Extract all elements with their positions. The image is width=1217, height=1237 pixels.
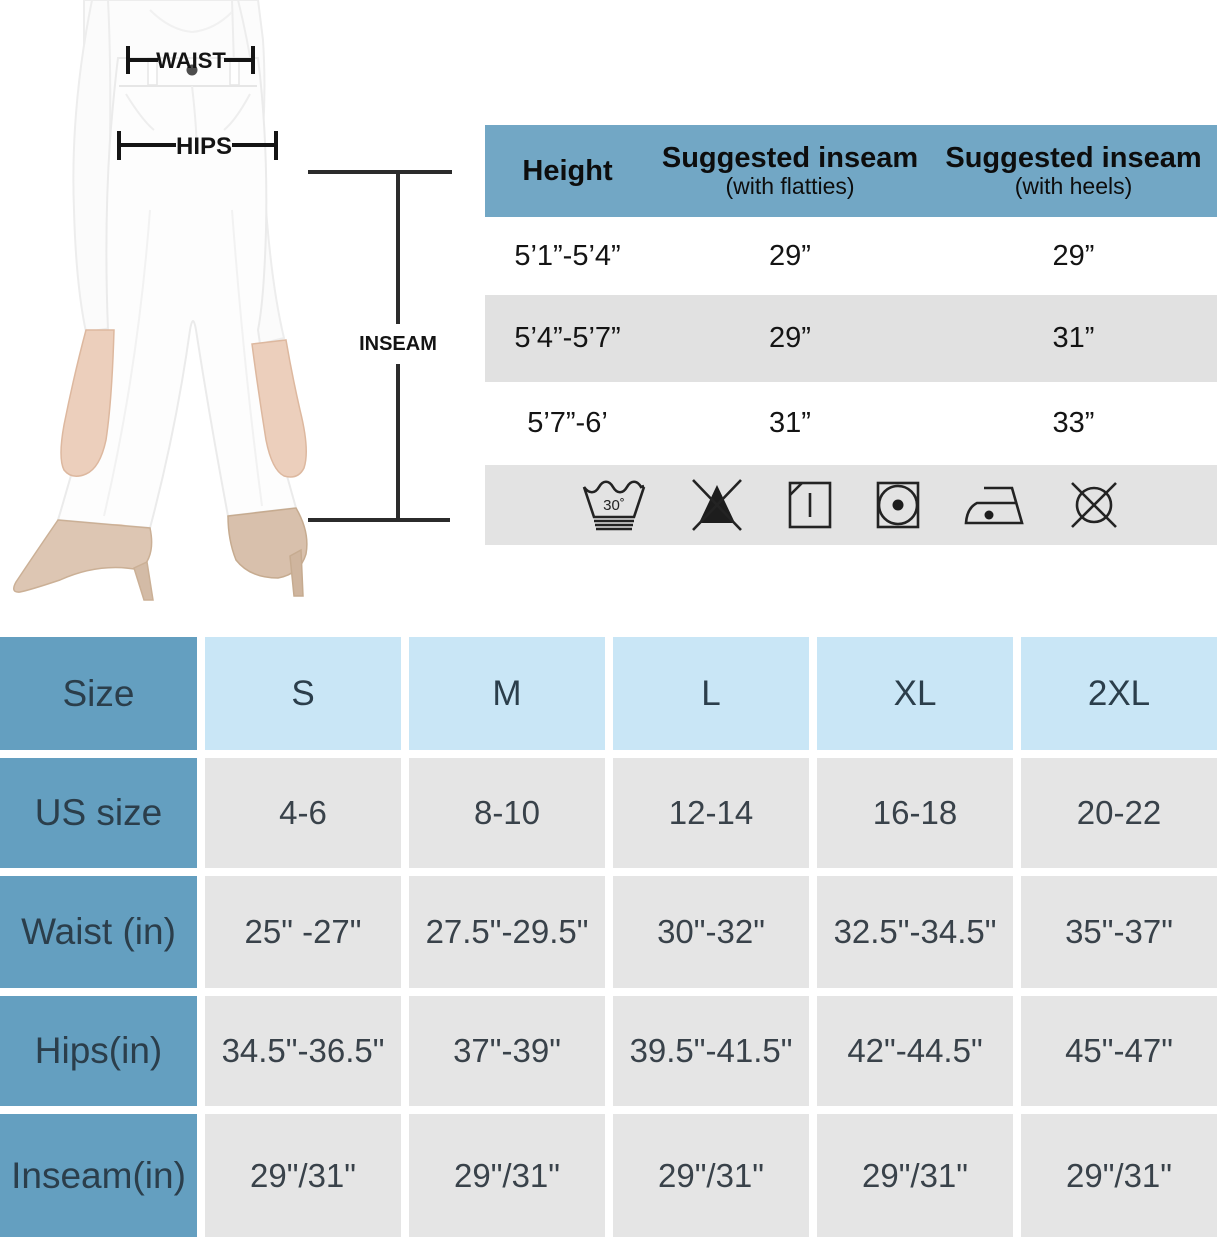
inseam-value: 29"/31" bbox=[409, 1114, 605, 1237]
header-inseam-heels: Suggested inseam (with heels) bbox=[930, 143, 1217, 199]
hips-label: HIPS bbox=[176, 133, 232, 160]
row-header-us-size: US size bbox=[0, 758, 197, 868]
hips-value: 42"-44.5" bbox=[817, 996, 1013, 1106]
care-symbols-row: 30˚ bbox=[485, 465, 1217, 545]
inseam-flatties-value: 29” bbox=[769, 322, 811, 354]
us-size-value: 16-18 bbox=[817, 758, 1013, 868]
model-photo: WAIST HIPS INSEAM bbox=[13, 0, 452, 601]
inseam-value: 29"/31" bbox=[1021, 1114, 1217, 1237]
height-inseam-table-header: Height Suggested inseam (with flatties) … bbox=[485, 125, 1217, 217]
hips-value: 39.5"-41.5" bbox=[613, 996, 809, 1106]
size-chart-table: Size S M L XL 2XL US size 4-6 8-10 12-14… bbox=[0, 637, 1217, 1237]
waist-value: 27.5"-29.5" bbox=[409, 876, 605, 988]
hands-illustration bbox=[60, 329, 307, 478]
waist-value: 32.5"-34.5" bbox=[817, 876, 1013, 988]
header-inseam-flatties: Suggested inseam (with flatties) bbox=[650, 143, 930, 199]
drip-dry-in-shade-icon bbox=[788, 481, 832, 529]
height-range: 5’1”-5’4” bbox=[514, 239, 621, 272]
header-heels-title: Suggested inseam bbox=[945, 142, 1202, 174]
table-row: 5’7”-6’ 31” 33” bbox=[485, 382, 1217, 465]
size-column-header-2xl: 2XL bbox=[1021, 637, 1217, 750]
pants-illustration bbox=[56, 57, 298, 530]
us-size-value: 20-22 bbox=[1021, 758, 1217, 868]
hips-value: 34.5"-36.5" bbox=[205, 996, 401, 1106]
pants-button bbox=[186, 64, 198, 76]
inseam-heels-value: 31” bbox=[1052, 322, 1095, 354]
inseam-value: 29"/31" bbox=[817, 1114, 1013, 1237]
tumble-dry-icon bbox=[876, 481, 920, 529]
iron-low-heat-icon bbox=[964, 486, 1024, 525]
waist-measure-annotation bbox=[126, 46, 255, 74]
inseam-label: INSEAM bbox=[359, 333, 437, 355]
hips-value: 45"-47" bbox=[1021, 996, 1217, 1106]
height-range: 5’7”-6’ bbox=[527, 407, 608, 439]
us-size-value: 12-14 bbox=[613, 758, 809, 868]
size-column-header-m: M bbox=[409, 637, 605, 750]
waist-value: 30"-32" bbox=[613, 876, 809, 988]
header-height: Height bbox=[485, 154, 650, 187]
do-not-dry-clean-icon bbox=[1071, 482, 1117, 528]
size-column-header-xl: XL bbox=[817, 637, 1013, 750]
inseam-flatties-value: 29” bbox=[769, 239, 811, 272]
waist-value: 35"-37" bbox=[1021, 876, 1217, 988]
row-header-hips: Hips(in) bbox=[0, 996, 197, 1106]
row-header-inseam: Inseam(in) bbox=[0, 1114, 197, 1237]
inseam-value: 29"/31" bbox=[613, 1114, 809, 1237]
inseam-measure-annotation bbox=[308, 170, 452, 522]
us-size-value: 4-6 bbox=[205, 758, 401, 868]
shoes-illustration bbox=[13, 507, 308, 601]
do-not-bleach-icon bbox=[692, 479, 742, 531]
belt-loop bbox=[229, 57, 240, 86]
inseam-heels-value: 29” bbox=[1052, 239, 1095, 272]
machine-wash-30-icon: 30˚ bbox=[582, 480, 646, 531]
waist-value: 25" -27" bbox=[205, 876, 401, 988]
height-inseam-table: Height Suggested inseam (with flatties) … bbox=[485, 125, 1217, 545]
size-table-corner: Size bbox=[0, 637, 197, 750]
hips-measure-annotation bbox=[117, 131, 278, 160]
inseam-flatties-value: 31” bbox=[769, 407, 811, 439]
size-column-header-s: S bbox=[205, 637, 401, 750]
hips-value: 37"-39" bbox=[409, 996, 605, 1106]
table-row: 5’1”-5’4” 29” 29” bbox=[485, 217, 1217, 295]
waist-label: WAIST bbox=[156, 48, 226, 73]
header-flatties-subtitle: (with flatties) bbox=[725, 173, 855, 199]
height-range: 5’4”-5’7” bbox=[514, 322, 621, 354]
header-heels-subtitle: (with heels) bbox=[1014, 173, 1133, 199]
header-height-title: Height bbox=[522, 154, 613, 187]
row-header-waist: Waist (in) bbox=[0, 876, 197, 988]
size-column-header-l: L bbox=[613, 637, 809, 750]
svg-text:30˚: 30˚ bbox=[603, 497, 625, 514]
inseam-value: 29"/31" bbox=[205, 1114, 401, 1237]
inseam-heels-value: 33” bbox=[1052, 407, 1095, 439]
table-row: 5’4”-5’7” 29” 31” bbox=[485, 295, 1217, 382]
us-size-value: 8-10 bbox=[409, 758, 605, 868]
header-flatties-title: Suggested inseam bbox=[661, 142, 919, 174]
